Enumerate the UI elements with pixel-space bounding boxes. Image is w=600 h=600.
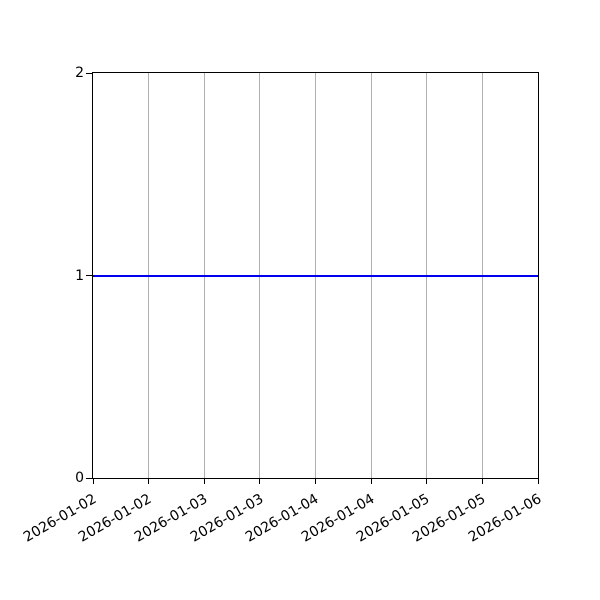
y-tick-mark xyxy=(86,477,92,479)
y-tick-label: 0 xyxy=(75,470,84,486)
x-tick-mark xyxy=(370,479,372,484)
x-tick-mark xyxy=(92,479,94,484)
x-tick-mark xyxy=(426,479,428,484)
y-tick-mark xyxy=(86,275,92,276)
x-tick-mark xyxy=(481,479,483,484)
y-tick-label: 1 xyxy=(75,267,84,284)
x-tick-mark xyxy=(203,479,205,484)
data-series-line xyxy=(93,274,538,277)
x-tick-mark xyxy=(315,479,316,484)
y-tick-label: 2 xyxy=(75,65,84,81)
plot-area xyxy=(92,72,539,479)
y-tick-mark xyxy=(86,72,92,74)
x-tick-mark xyxy=(537,479,539,484)
x-tick-mark xyxy=(148,479,150,484)
x-tick-mark xyxy=(259,479,261,484)
